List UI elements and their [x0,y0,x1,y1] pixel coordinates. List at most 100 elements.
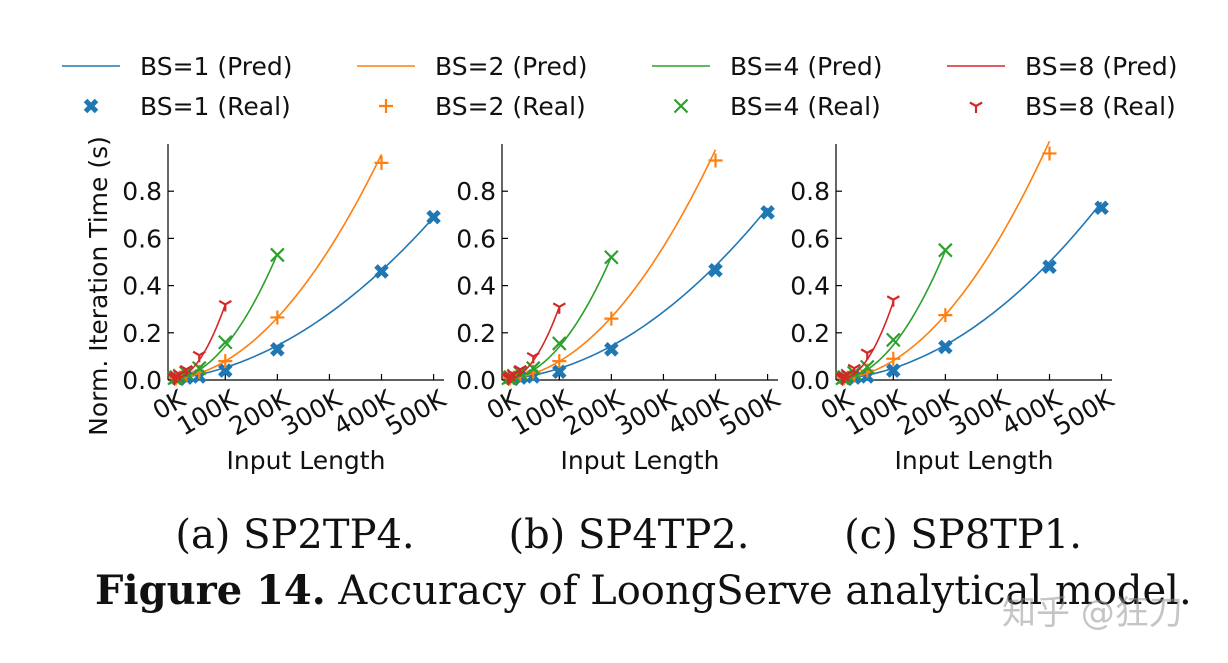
real-point [938,339,953,355]
real-point [708,262,723,278]
legend-entry: BS=8 (Real) [969,92,1176,121]
y-tick-label: 0.8 [456,177,496,206]
real-point [270,342,285,357]
legend-label: BS=4 (Pred) [730,52,883,81]
real-point [760,205,775,220]
real-point [860,348,874,360]
pred-line-bs1 [841,201,1103,380]
real-point [859,359,875,375]
real-point [374,264,389,279]
y-axis-label: Norm. Iteration Time (s) [84,136,113,436]
real-point [526,351,540,364]
subfigure-caption: (a) SP2TP4. [175,512,414,558]
legend-entry: BS=1 (Pred) [62,52,293,81]
legend-marker-swatch [83,98,99,114]
chart-panel: 0.00.20.40.60.80K100K200K300K400K500KInp… [84,136,451,475]
real-point [426,209,441,225]
real-point [374,155,389,170]
legend-label: BS=1 (Real) [140,92,291,121]
legend-marker-swatch [969,101,983,113]
real-point [552,336,567,351]
legend-entry: BS=4 (Real) [673,92,881,121]
real-point [708,153,723,168]
x-tick-label: 500K [381,384,452,441]
pred-line-bs4 [173,253,279,380]
legend-entry: BS=2 (Pred) [357,52,588,81]
real-point [191,360,207,376]
y-tick-label: 0.4 [122,272,162,301]
pred-line-bs2 [507,149,717,380]
y-tick-label: 0.0 [790,366,830,395]
y-tick-label: 0.8 [122,177,162,206]
legend-entry: BS=8 (Pred) [947,52,1178,81]
subfigure-caption: (b) SP4TP2. [508,512,749,558]
legend-label: BS=2 (Pred) [435,52,588,81]
real-point [938,242,953,258]
legend-entry: BS=2 (Real) [379,92,586,121]
chart-panels: 0.00.20.40.60.80K100K200K300K400K500KInp… [84,136,1119,475]
real-point [604,250,619,265]
y-tick-label: 0.4 [790,272,830,301]
y-tick-label: 0.6 [790,224,830,253]
y-tick-label: 0.4 [456,272,496,301]
real-point [192,350,206,363]
x-axis-label: Input Length [895,446,1054,475]
pred-line-bs4 [507,256,613,380]
y-tick-label: 0.6 [456,224,496,253]
subfigure-captions: (a) SP2TP4. (b) SP4TP2. (c) SP8TP1. [175,512,1082,558]
real-point [1094,200,1109,215]
y-tick-label: 0.8 [790,177,830,206]
y-tick-label: 0.0 [456,366,496,395]
chart-panel: 0.00.20.40.60.80K100K200K300K400K500KInp… [456,144,785,475]
real-point [938,308,953,323]
real-point [218,363,233,378]
pred-line-bs2 [841,140,1051,380]
y-tick-label: 0.0 [122,366,162,395]
real-point [218,334,233,350]
real-point [179,364,193,377]
subfigure-caption: (c) SP8TP1. [844,512,1082,558]
figure-caption-label: Figure 14. [95,567,326,614]
real-point [886,363,901,378]
x-tick-label: 500K [1049,384,1120,441]
real-point [847,363,861,376]
real-point [552,364,567,380]
x-tick-label: 500K [715,384,786,441]
legend-entry: BS=4 (Pred) [652,52,883,81]
pred-line-bs1 [507,207,769,380]
real-point [552,302,566,314]
real-point [218,300,232,312]
x-axis-label: Input Length [227,446,386,475]
y-tick-label: 0.2 [456,319,496,348]
legend-label: BS=8 (Pred) [1025,52,1178,81]
legend-label: BS=4 (Real) [730,92,881,121]
y-tick-label: 0.2 [790,319,830,348]
chart-panel: 0.00.20.40.60.80K100K200K300K400K500KInp… [790,140,1120,475]
real-point [270,247,285,263]
legend-marker-swatch [379,99,393,113]
legend: BS=1 (Pred) BS=2 (Pred) BS=4 (Pred) BS=8 (P… [62,52,1178,121]
y-tick-label: 0.6 [122,224,162,253]
real-point [886,351,901,366]
legend-label: BS=1 (Pred) [140,52,293,81]
real-point [604,342,619,357]
real-point [513,364,527,377]
legend-marker-swatch [673,98,689,114]
real-point [841,369,855,382]
figure-caption: Figure 14. Accuracy of LoongServe analyt… [95,567,1192,614]
real-point [886,295,900,307]
real-point [218,354,233,369]
pred-line-bs1 [173,216,435,380]
legend-label: BS=2 (Real) [435,92,586,121]
real-point [173,369,187,382]
legend-label: BS=8 (Real) [1025,92,1176,121]
real-point [552,354,567,369]
y-tick-label: 0.2 [122,319,162,348]
watermark: 知乎 @狂刀 [1002,593,1183,633]
real-point [525,360,541,376]
real-point [270,310,285,325]
real-point [1042,259,1057,274]
legend-entry: BS=1 (Real) [83,92,291,121]
